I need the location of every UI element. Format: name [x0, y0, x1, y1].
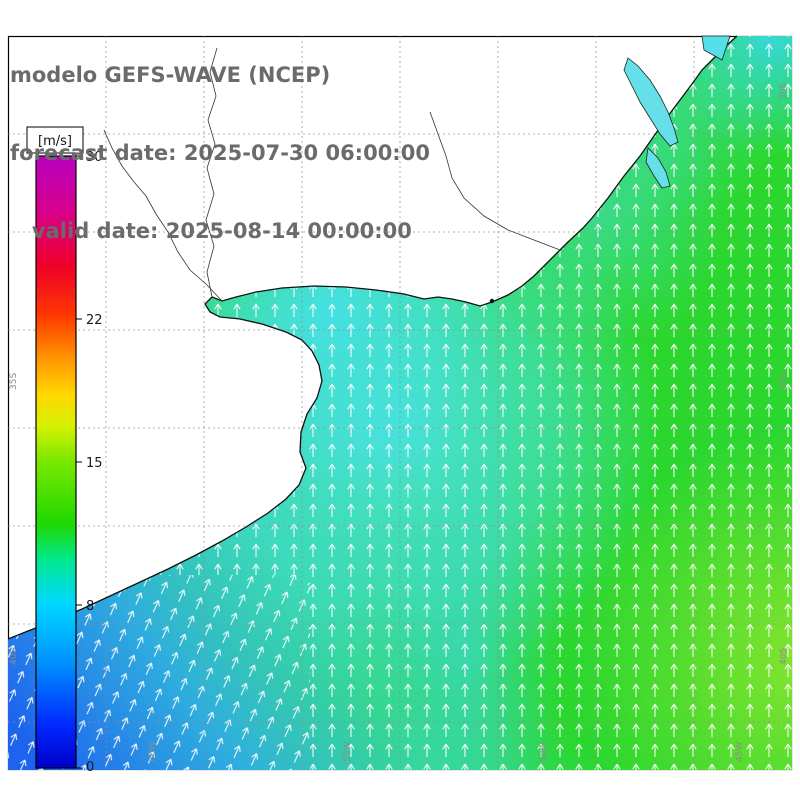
river-and-border-lines — [103, 47, 561, 302]
x-tick-label: 45W — [735, 742, 745, 762]
grid-lines — [8, 36, 792, 770]
colorbar-tick-label: 0 — [86, 760, 94, 775]
colorbar-unit-box — [26, 126, 84, 154]
y-tick-label: 35S — [9, 373, 19, 390]
y-tick-label: 35S — [779, 373, 789, 390]
x-tick-label: 50W — [539, 742, 549, 762]
colorbar-tick-label: 30 — [86, 150, 103, 165]
colorbar-tick-label: 22 — [86, 313, 103, 328]
y-axis-tick-labels: 30S 35S 40S 35S 40S — [9, 83, 789, 665]
y-tick-label: 40S — [779, 648, 789, 665]
colorbar-tick-marks — [76, 155, 82, 769]
x-axis-tick-labels: 60W 55W 50W 45W — [148, 742, 745, 762]
small-island-dot — [489, 298, 495, 304]
colorbar-tick-label: 8 — [86, 599, 94, 614]
y-tick-label: 30S — [779, 83, 789, 100]
colorbar-unit-label: [m/s] — [38, 134, 72, 149]
coastal-lagoons — [489, 35, 731, 304]
y-tick-label: 40S — [9, 648, 19, 665]
colorbar: [m/s] 30 22 15 8 0 — [26, 126, 103, 775]
x-tick-label: 55W — [343, 742, 353, 762]
x-tick-label: 60W — [148, 742, 158, 762]
colorbar-tick-label: 15 — [86, 456, 103, 471]
coastline — [7, 35, 738, 640]
colorbar-gradient — [35, 155, 77, 769]
